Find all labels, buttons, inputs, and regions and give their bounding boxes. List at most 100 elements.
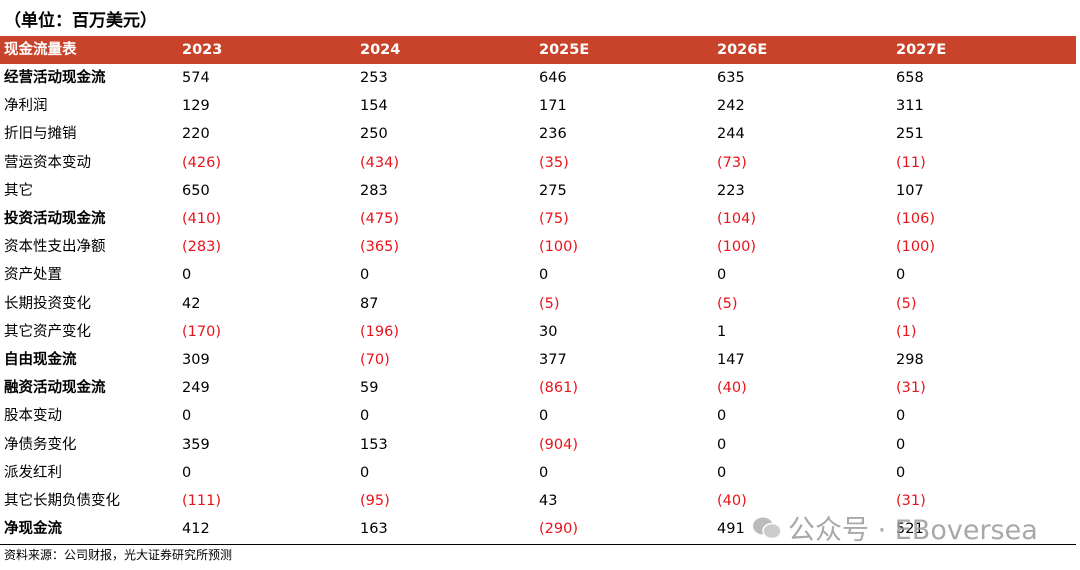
value-cell: 650 bbox=[182, 182, 210, 199]
value-cell: (31) bbox=[896, 380, 926, 397]
row-label: 自由现金流 bbox=[4, 352, 77, 368]
value-cell: (434) bbox=[360, 154, 399, 171]
bottom-rule bbox=[0, 544, 1076, 545]
value-cell: 153 bbox=[360, 436, 388, 453]
row-label: 派发红利 bbox=[4, 464, 62, 481]
watermark-text: 公众号 · EBoversea bbox=[788, 515, 1038, 546]
value-cell: (904) bbox=[539, 436, 578, 453]
watermark-icon bbox=[753, 517, 782, 539]
value-cell: (475) bbox=[360, 211, 399, 227]
value-cell: (40) bbox=[717, 493, 747, 509]
value-cell: (35) bbox=[539, 154, 569, 171]
value-cell: 377 bbox=[539, 352, 567, 368]
value-cell: (196) bbox=[360, 323, 399, 340]
value-cell: (365) bbox=[360, 239, 399, 256]
value-cell: 275 bbox=[539, 182, 567, 199]
value-cell: 0 bbox=[360, 408, 370, 425]
value-cell: (40) bbox=[717, 380, 747, 397]
value-cell: 87 bbox=[360, 295, 379, 312]
value-cell: 359 bbox=[182, 436, 210, 453]
value-cell: 0 bbox=[717, 267, 727, 284]
value-cell: 635 bbox=[717, 70, 745, 86]
value-cell: 574 bbox=[182, 70, 210, 86]
header-cell: 2026E bbox=[717, 42, 768, 58]
value-cell: (100) bbox=[896, 239, 935, 256]
value-cell: 220 bbox=[182, 126, 210, 143]
value-cell: (73) bbox=[717, 154, 747, 171]
value-cell: 242 bbox=[717, 98, 745, 115]
row-label: 投资活动现金流 bbox=[4, 211, 106, 227]
value-cell: 244 bbox=[717, 126, 745, 143]
unit-title: （单位：百万美元） bbox=[4, 11, 157, 31]
header-cell: 2024 bbox=[360, 42, 401, 58]
row-label: 其它资产变化 bbox=[4, 323, 91, 340]
row-label: 其它长期负债变化 bbox=[4, 493, 120, 509]
value-cell: (410) bbox=[182, 211, 221, 227]
value-cell: 107 bbox=[896, 182, 924, 199]
value-cell: 311 bbox=[896, 98, 924, 115]
value-cell: 249 bbox=[182, 380, 210, 397]
value-cell: (75) bbox=[539, 211, 569, 227]
value-cell: 236 bbox=[539, 126, 567, 143]
value-cell: 0 bbox=[182, 408, 192, 425]
value-cell: 154 bbox=[360, 98, 388, 115]
row-label: 净现金流 bbox=[4, 521, 62, 538]
row-label: 经营活动现金流 bbox=[4, 70, 106, 86]
row-label: 资本性支出净额 bbox=[4, 239, 106, 256]
value-cell: 646 bbox=[539, 70, 567, 86]
value-cell: 0 bbox=[896, 267, 906, 284]
value-cell: 59 bbox=[360, 380, 379, 397]
watermark: 公众号 · EBoversea bbox=[752, 508, 1038, 547]
value-cell: (100) bbox=[539, 239, 578, 256]
row-label: 净利润 bbox=[4, 98, 48, 115]
value-cell: 412 bbox=[182, 521, 210, 538]
value-cell: 253 bbox=[360, 70, 388, 86]
row-label: 长期投资变化 bbox=[4, 295, 91, 312]
value-cell: 147 bbox=[717, 352, 745, 368]
value-cell: (861) bbox=[539, 380, 578, 397]
header-cell: 2023 bbox=[182, 42, 223, 58]
header-cell: 2025E bbox=[539, 42, 590, 58]
value-cell: (95) bbox=[360, 493, 390, 509]
value-cell: 0 bbox=[182, 267, 192, 284]
value-cell: (283) bbox=[182, 239, 221, 256]
value-cell: 0 bbox=[717, 408, 727, 425]
row-label: 融资活动现金流 bbox=[4, 380, 106, 397]
table-header: 现金流量表 2023 2024 2025E 2026E 2027E bbox=[0, 36, 1076, 64]
value-cell: 163 bbox=[360, 521, 388, 538]
value-cell: 250 bbox=[360, 126, 388, 143]
value-cell: 0 bbox=[896, 436, 906, 453]
value-cell: 0 bbox=[360, 464, 370, 481]
value-cell: 0 bbox=[539, 408, 549, 425]
value-cell: 283 bbox=[360, 182, 388, 199]
value-cell: 0 bbox=[182, 464, 192, 481]
value-cell: 251 bbox=[896, 126, 924, 143]
row-label: 股本变动 bbox=[4, 408, 62, 425]
value-cell: 0 bbox=[717, 436, 727, 453]
value-cell: (104) bbox=[717, 211, 756, 227]
source-note: 资料来源：公司财报，光大证券研究所预测 bbox=[4, 548, 233, 562]
row-label: 资产处置 bbox=[4, 267, 62, 284]
value-cell: (290) bbox=[539, 521, 578, 538]
row-label: 营运资本变动 bbox=[4, 154, 91, 171]
value-cell: (5) bbox=[539, 295, 560, 312]
value-cell: 1 bbox=[717, 323, 727, 340]
value-cell: (5) bbox=[717, 295, 738, 312]
value-cell: 491 bbox=[717, 521, 745, 538]
value-cell: 658 bbox=[896, 70, 924, 86]
value-cell: 0 bbox=[896, 464, 906, 481]
value-cell: (111) bbox=[182, 493, 221, 509]
value-cell: 521 bbox=[896, 521, 924, 538]
value-cell: 171 bbox=[539, 98, 567, 115]
row-label: 其它 bbox=[4, 182, 33, 199]
row-label: 折旧与摊销 bbox=[4, 126, 77, 143]
value-cell: (100) bbox=[717, 239, 756, 256]
value-cell: 0 bbox=[360, 267, 370, 284]
value-cell: 0 bbox=[539, 464, 549, 481]
value-cell: 0 bbox=[717, 464, 727, 481]
value-cell: 129 bbox=[182, 98, 210, 115]
value-cell: 30 bbox=[539, 323, 558, 340]
value-cell: 43 bbox=[539, 493, 558, 509]
value-cell: (106) bbox=[896, 211, 935, 227]
